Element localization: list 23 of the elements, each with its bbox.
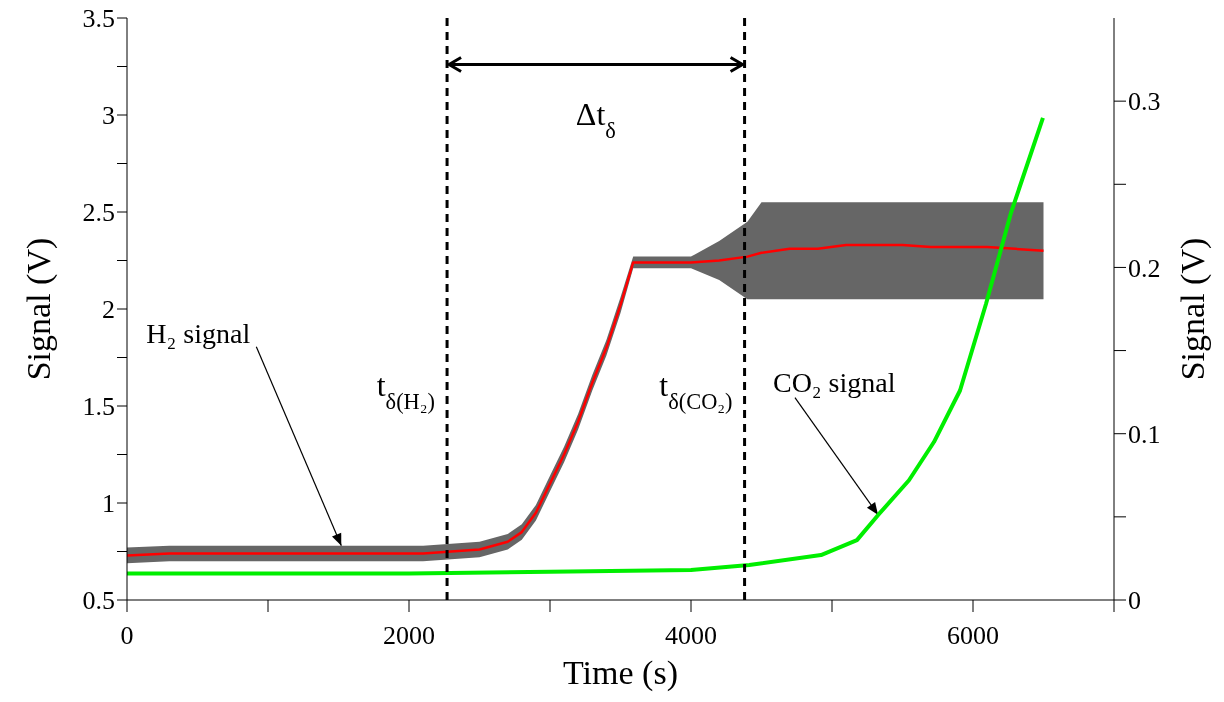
x-tick-label: 6000 [947,621,999,651]
annotation: CO₂ signal [772,366,896,398]
y2-tick-label: 0.2 [1128,253,1161,283]
x-tick-label: 4000 [665,621,717,651]
annotation: Δt$_{δ}$ [575,95,616,143]
ref-line-label: t$_{δ(CO₂)}$ [659,367,733,414]
y2-tick-label: 0.1 [1128,419,1161,449]
y2-tick-label: 0 [1128,586,1141,616]
y-tick-label: 2 [102,295,115,325]
y-axis-title: Signal (V) [20,237,59,381]
y-tick-label: 3.5 [82,4,115,34]
ref-line-label: t$_{δ(H₂)}$ [376,367,436,414]
y-tick-label: 3 [102,101,115,131]
x-axis-title: Time (s) [563,654,678,692]
y2-axis-title: Signal (V) [1174,237,1213,381]
y-tick-label: 2.5 [82,198,115,228]
y-tick-label: 1.5 [82,392,115,422]
y-tick-label: 0.5 [82,586,115,616]
y-tick-label: 1 [102,489,115,519]
annotation: H₂ signal [146,317,251,349]
x-tick-label: 0 [120,621,134,651]
x-tick-label: 2000 [383,621,435,651]
y2-tick-label: 0.3 [1128,87,1161,117]
